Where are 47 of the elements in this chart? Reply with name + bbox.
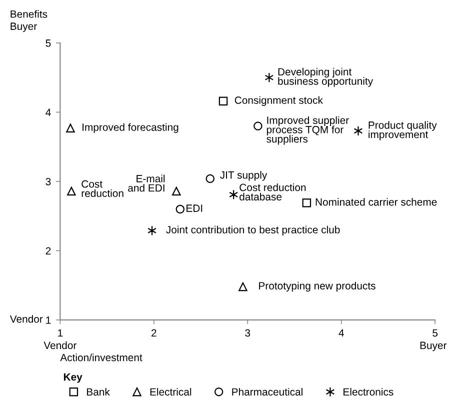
annotation: Improved forecasting (82, 123, 178, 133)
annotation: Improved supplier process TQM for suppliers (266, 116, 349, 145)
annotation: Nominated carrier scheme (316, 198, 437, 206)
point (218, 96, 228, 106)
y-tick-label: 5 (46, 40, 51, 47)
point (238, 282, 248, 292)
y-axis-title: Benefits (10, 10, 48, 18)
annotation: Cost reduction (82, 180, 124, 198)
annotation: Cost reduction database (240, 183, 306, 200)
annotation: Joint contribution to best practice club (166, 226, 340, 236)
x-tick-label: 2 (152, 329, 156, 337)
point (176, 204, 185, 214)
y-tick-label: 1 (46, 316, 51, 324)
legend-label: Pharmaceutical (232, 388, 302, 396)
legend-label: Bank (87, 388, 110, 396)
y-tick-label: 4 (46, 108, 51, 116)
annotation: Developing joint business opportunity (278, 68, 374, 87)
point (148, 226, 156, 236)
x-tick-label: 4 (338, 329, 344, 337)
point (354, 126, 363, 136)
annotation: EDI (186, 204, 202, 212)
point (302, 198, 312, 208)
annotation: Product quality improvement (368, 121, 437, 140)
point (66, 124, 75, 132)
legend-label: Electronics (344, 388, 394, 396)
text: Vendor (10, 315, 43, 323)
annotation: JIT supply (220, 171, 268, 181)
x-tick-label: 3 (245, 329, 250, 337)
legend-label: Electrical (150, 388, 192, 396)
legend-title: Key (64, 373, 82, 383)
y-tick-label: 3 (46, 178, 51, 186)
x-axis-title: Action/investment (60, 354, 142, 362)
point (264, 72, 274, 83)
annotation: Prototyping new products (259, 282, 376, 292)
x-tick-label: 1 (58, 329, 63, 337)
point (172, 186, 181, 196)
point (206, 174, 215, 184)
x-tick-label: 5 (432, 329, 438, 337)
point (67, 186, 76, 196)
y-tick-label: 2 (46, 247, 51, 254)
text: Buyer (10, 22, 37, 32)
point (254, 122, 262, 130)
annotation: E-mail and EDI (128, 174, 165, 192)
point (229, 190, 238, 200)
text: Vendor (44, 341, 77, 350)
annotation: Consignment stock (234, 96, 323, 106)
text: Buyer (420, 342, 447, 352)
